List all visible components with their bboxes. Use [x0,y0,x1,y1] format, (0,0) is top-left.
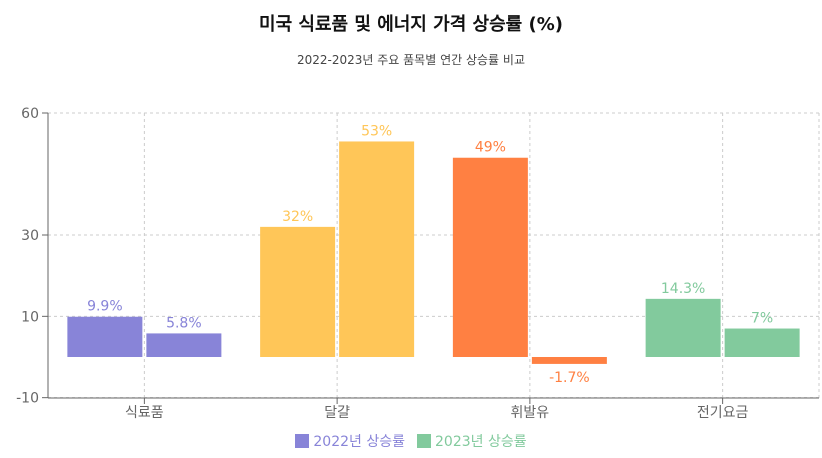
bar-3-0 [645,298,721,357]
x-tick-label-0: 식료품 [125,405,164,421]
bar-0-0 [67,316,143,357]
bar-2-1 [531,357,607,364]
legend-swatch-2023 [417,434,431,448]
bar-2-0 [452,157,528,357]
bar-1-0 [260,226,336,357]
x-tick-label-2: 휘발유 [511,405,550,421]
y-tick-label-2: 30 [21,228,39,244]
x-tick-label-3: 전기요금 [697,405,749,421]
data-label-2-1: -1.7% [549,370,590,386]
data-label-1-0: 32% [282,209,313,225]
y-tick-label-3: 60 [21,106,39,122]
chart-title: 미국 식료품 및 에너지 가격 상승률 (%) [259,14,563,35]
y-tick-label-0: -10 [16,391,39,407]
legend-label-2022: 2022년 상승률 [313,434,405,450]
data-label-1-1: 53% [361,123,392,139]
data-label-0-1: 5.8% [166,315,202,331]
legend-label-2023: 2023년 상승률 [435,434,527,450]
chart-subtitle: 2022-2023년 주요 품목별 연간 상승률 비교 [296,53,525,67]
legend-item-2023[interactable]: 2023년 상승률 [417,431,527,451]
y-tick-label-1: 10 [21,309,39,325]
data-label-0-0: 9.9% [87,299,123,315]
legend-item-2022[interactable]: 2022년 상승률 [295,431,405,451]
data-label-3-0: 14.3% [661,281,705,297]
legend: 2022년 상승률 2023년 상승률 [0,431,822,451]
bar-1-1 [339,141,415,357]
legend-swatch-2022 [295,434,310,448]
bar-3-1 [724,328,800,357]
data-label-3-1: 7% [751,311,773,327]
bar-chart: -10 10 30 60 식료품 달걀 휘발유 전기요금 9.9% 5.8% 32% 53% 49% -1… [16,106,820,421]
data-label-2-0: 49% [475,140,506,156]
x-tick-label-1: 달걀 [324,405,350,421]
bar-0-1 [146,333,222,357]
